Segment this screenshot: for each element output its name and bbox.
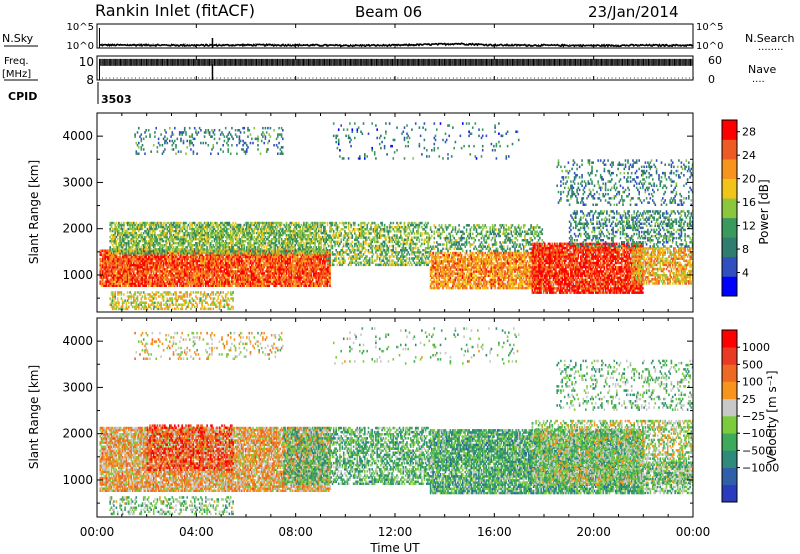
power-cell bbox=[123, 222, 125, 224]
nave-dots: .... bbox=[752, 74, 765, 85]
power-cell bbox=[138, 230, 140, 232]
noise-tick-top-left: 10^5 bbox=[67, 22, 94, 33]
power-cell bbox=[232, 238, 234, 240]
noise-panel: N.Sky 10^5 10^0 10^5 10^0 N.Search .....… bbox=[2, 22, 795, 53]
power-cell bbox=[254, 236, 256, 238]
power-cell bbox=[136, 252, 138, 254]
power-cell bbox=[154, 230, 156, 232]
nsky-trace bbox=[100, 43, 694, 46]
power-cell bbox=[265, 236, 267, 238]
power-cell bbox=[206, 246, 208, 248]
freq-unit: [MHz] bbox=[2, 69, 31, 80]
noise-tick-bottom-right: 10^0 bbox=[696, 41, 723, 52]
freq-tick-bottom: 8 bbox=[86, 73, 94, 87]
power-cell bbox=[263, 246, 265, 248]
power-cell bbox=[126, 246, 128, 248]
power-cell bbox=[275, 246, 277, 248]
power-cell bbox=[185, 222, 187, 224]
station-title: Rankin Inlet (fitACF) bbox=[95, 1, 255, 20]
noise-tick-top-right: 10^5 bbox=[696, 22, 723, 33]
power-heatmap-cells bbox=[100, 122, 694, 310]
power-cell bbox=[186, 246, 188, 248]
beam-title: Beam 06 bbox=[355, 3, 422, 21]
cpid-value: 3503 bbox=[101, 93, 132, 106]
power-cell bbox=[133, 238, 135, 240]
date-title: 23/Jan/2014 bbox=[588, 3, 679, 21]
power-cell bbox=[209, 238, 211, 240]
power-cell bbox=[281, 222, 283, 224]
cpid-label: CPID bbox=[8, 90, 37, 103]
power-cell bbox=[210, 252, 212, 254]
power-cell bbox=[112, 230, 114, 232]
power-cell bbox=[261, 246, 263, 248]
freq-trace-band bbox=[100, 59, 694, 66]
power-cell bbox=[163, 240, 165, 242]
nave-tick-bottom: 0 bbox=[708, 73, 715, 86]
power-cell bbox=[240, 224, 242, 226]
power-cell bbox=[254, 230, 256, 232]
power-cell bbox=[132, 246, 134, 248]
power-cell bbox=[193, 252, 195, 254]
power-cell bbox=[201, 230, 203, 232]
power-cell bbox=[282, 228, 284, 230]
power-cell bbox=[180, 222, 182, 224]
power-cell bbox=[213, 244, 215, 246]
power-cell bbox=[149, 230, 151, 232]
power-cell bbox=[278, 238, 280, 240]
power-cell bbox=[198, 246, 200, 248]
power-cell bbox=[220, 246, 222, 248]
power-cell bbox=[226, 238, 228, 240]
power-cell bbox=[122, 246, 124, 248]
freq-trace bbox=[99, 59, 693, 80]
power-cell bbox=[119, 250, 121, 252]
power-cell bbox=[118, 246, 120, 248]
nsky-label: N.Sky bbox=[2, 32, 34, 45]
freq-panel: Freq. [MHz] 10 8 60 0 Nave .... bbox=[2, 54, 776, 87]
power-cell bbox=[163, 246, 165, 248]
noise-tick-bottom-left: 10^0 bbox=[67, 41, 94, 52]
power-cell bbox=[122, 230, 124, 232]
power-cell bbox=[117, 238, 119, 240]
power-cell bbox=[157, 238, 159, 240]
freq-label: Freq. bbox=[4, 56, 29, 67]
power-cell bbox=[244, 246, 246, 248]
power-cell bbox=[169, 252, 171, 254]
power-cell bbox=[194, 222, 196, 224]
power-cell bbox=[179, 230, 181, 232]
freq-tick-top: 10 bbox=[79, 55, 94, 69]
nave-tick-top: 60 bbox=[708, 54, 722, 67]
power-cell bbox=[255, 246, 257, 248]
power-cell bbox=[276, 244, 278, 246]
power-cell bbox=[244, 244, 246, 246]
power-cell bbox=[271, 246, 273, 248]
power-cell bbox=[124, 238, 126, 240]
power-cell bbox=[230, 230, 232, 232]
noise-traces bbox=[99, 28, 693, 48]
nsearch-dots: ........ bbox=[758, 42, 783, 53]
power-cell bbox=[211, 240, 213, 242]
power-cell bbox=[251, 228, 253, 230]
